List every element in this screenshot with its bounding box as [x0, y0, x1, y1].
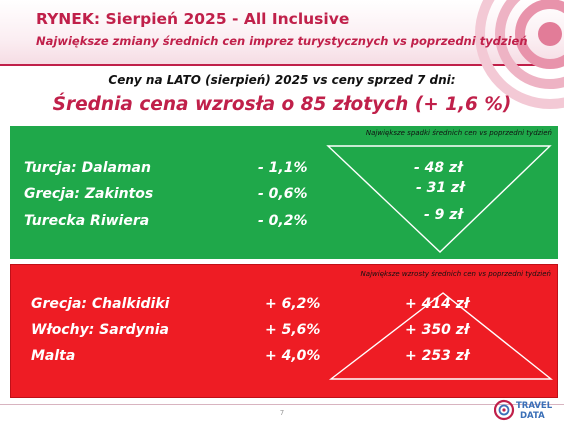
amount-change: - 9 zł [424, 207, 463, 223]
amount-change: + 350 zł [405, 322, 470, 338]
decrease-row: Turcja: Dalaman - 1,1% - 48 zł [10, 160, 558, 182]
destination-label: Turecka Riwiera [24, 213, 150, 229]
amount-change: + 253 zł [405, 348, 470, 364]
travel-data-logo-icon [494, 399, 515, 421]
header-divider [0, 64, 564, 66]
increases-note: Największe wzrosty średnich cen vs poprz… [360, 270, 551, 278]
increases-panel: Największe wzrosty średnich cen vs poprz… [10, 264, 558, 398]
destination-label: Włochy: Sardynia [31, 322, 169, 338]
logo-word-travel: TRAVEL [516, 401, 553, 411]
slide-title: RYNEK: Sierpień 2025 - All Inclusive [36, 10, 350, 28]
destination-label: Turcja: Dalaman [24, 160, 151, 176]
destination-label: Grecja: Chalkidiki [31, 296, 170, 312]
destination-label: Malta [31, 348, 76, 364]
increase-row: Grecja: Chalkidiki + 6,2% + 414 zł [11, 296, 559, 318]
amount-change: - 48 zł [414, 160, 463, 176]
amount-change: + 414 zł [405, 296, 470, 312]
decorative-circles-icon [475, 0, 564, 109]
increase-row: Włochy: Sardynia + 5,6% + 350 zł [11, 322, 559, 344]
increase-row: Malta + 4,0% + 253 zł [11, 348, 559, 370]
slide-subtitle: Największe zmiany średnich cen imprez tu… [36, 34, 528, 48]
percent-change: + 4,0% [265, 348, 321, 364]
page-number: 7 [279, 409, 285, 417]
slide-header [0, 0, 564, 66]
percent-change: + 5,6% [265, 322, 321, 338]
up-triangle-icon [328, 292, 554, 380]
headline-average-change: Średnia cena wzrosła o 85 złotych (+ 1,6… [52, 94, 512, 115]
percent-change: - 0,6% [258, 186, 308, 202]
percent-change: - 0,2% [258, 213, 308, 229]
decrease-row: Grecja: Zakintos - 0,6% - 31 zł [10, 180, 558, 208]
down-triangle-icon [326, 145, 552, 253]
decrease-row: Turecka Riwiera - 0,2% - 9 zł [10, 207, 558, 235]
travel-data-logo: TRAVEL DATA [494, 399, 553, 421]
amount-change: - 31 zł [416, 180, 465, 196]
comparison-text: Ceny na LATO (sierpień) 2025 vs ceny spr… [108, 73, 456, 87]
logo-word-data: DATA [520, 411, 545, 421]
decreases-panel: Największe spadki średnich cen vs poprze… [10, 126, 558, 259]
footer-divider [0, 404, 564, 405]
percent-change: - 1,1% [258, 160, 308, 176]
destination-label: Grecja: Zakintos [24, 186, 154, 202]
percent-change: + 6,2% [265, 296, 321, 312]
decreases-note: Największe spadki średnich cen vs poprze… [365, 129, 552, 137]
